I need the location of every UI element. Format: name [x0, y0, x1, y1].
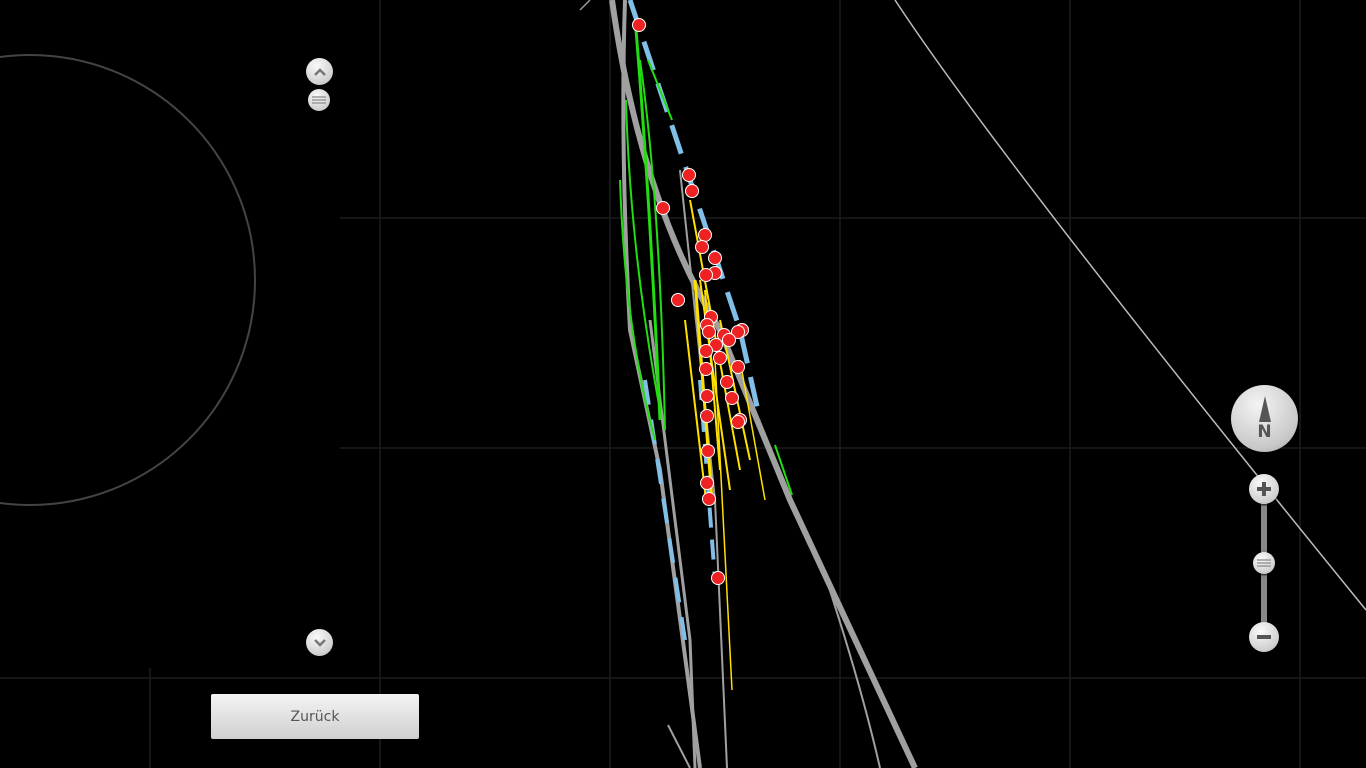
- plus-icon: [1257, 482, 1271, 496]
- signal-marker[interactable]: [702, 492, 716, 506]
- scroll-up-button[interactable]: [306, 58, 333, 85]
- zoom-out-button[interactable]: [1249, 622, 1279, 652]
- grip-icon: [1257, 559, 1271, 567]
- back-button-label: Zurück: [290, 708, 340, 725]
- signal-marker[interactable]: [682, 168, 696, 182]
- signal-marker[interactable]: [701, 444, 715, 458]
- signal-marker[interactable]: [731, 415, 745, 429]
- scroll-handle[interactable]: [308, 89, 330, 111]
- signal-marker[interactable]: [725, 391, 739, 405]
- grip-icon: [312, 96, 326, 104]
- chevron-up-icon: [313, 67, 326, 76]
- signal-marker[interactable]: [708, 251, 722, 265]
- signal-marker[interactable]: [699, 268, 713, 282]
- signal-marker[interactable]: [671, 293, 685, 307]
- tracks: [579, 0, 918, 768]
- signal-marker[interactable]: [711, 571, 725, 585]
- signal-marker[interactable]: [699, 344, 713, 358]
- signal-marker[interactable]: [731, 325, 745, 339]
- signal-marker[interactable]: [700, 409, 714, 423]
- compass-label: N: [1257, 421, 1272, 442]
- signal-marker[interactable]: [685, 184, 699, 198]
- signal-marker[interactable]: [700, 476, 714, 490]
- compass-button[interactable]: N: [1231, 385, 1298, 452]
- scroll-down-button[interactable]: [306, 629, 333, 656]
- chevron-down-icon: [313, 638, 326, 647]
- signal-marker[interactable]: [722, 333, 736, 347]
- selection-circle: [0, 54, 256, 506]
- signal-marker[interactable]: [632, 18, 646, 32]
- north-arrow-icon: [1258, 395, 1271, 422]
- back-button[interactable]: Zurück: [211, 694, 419, 739]
- signal-marker[interactable]: [713, 351, 727, 365]
- minus-icon: [1257, 635, 1271, 639]
- track-line: [894, 0, 1366, 611]
- signal-marker[interactable]: [702, 325, 716, 339]
- markers: [632, 18, 749, 585]
- signal-marker[interactable]: [698, 228, 712, 242]
- signal-marker[interactable]: [720, 375, 734, 389]
- zoom-in-button[interactable]: [1249, 474, 1279, 504]
- zoom-slider-handle[interactable]: [1253, 552, 1275, 574]
- signal-marker[interactable]: [699, 362, 713, 376]
- signal-marker[interactable]: [695, 240, 709, 254]
- signal-marker[interactable]: [731, 360, 745, 374]
- signal-marker[interactable]: [656, 201, 670, 215]
- signal-marker[interactable]: [700, 389, 714, 403]
